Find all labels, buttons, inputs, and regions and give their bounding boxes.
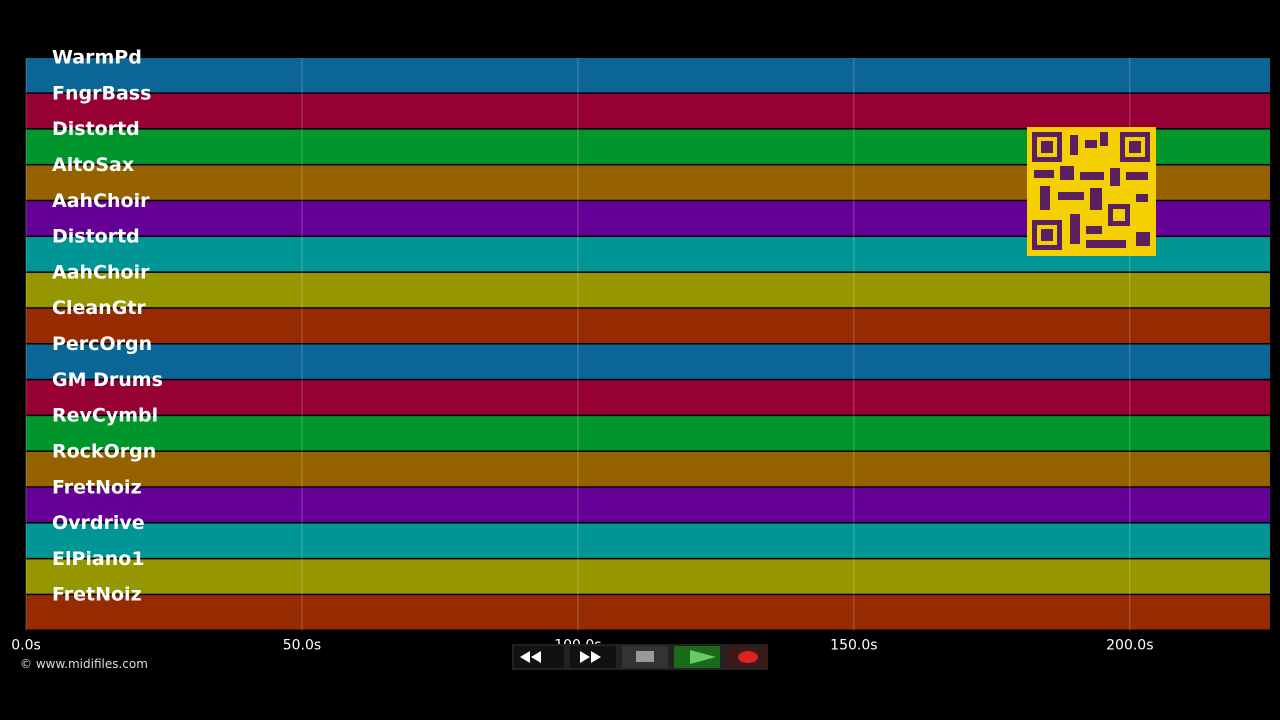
track-label: GM Drums	[52, 369, 163, 391]
track-label: Distortd	[52, 118, 140, 140]
x-tick-label: 200.0s	[1106, 638, 1153, 654]
stop-button[interactable]	[622, 646, 668, 668]
x-tick-label: 150.0s	[830, 638, 877, 654]
qr-code	[1027, 127, 1156, 256]
track-label: FretNoiz	[52, 476, 142, 498]
track-lane	[26, 380, 1270, 415]
track-label: FretNoiz	[52, 584, 142, 606]
track-lane	[26, 344, 1270, 379]
transport-controls	[512, 644, 768, 670]
track-label: ElPiano1	[52, 548, 145, 570]
track-lane	[26, 272, 1270, 308]
track-lane	[26, 58, 1270, 93]
track-label: WarmPd	[52, 47, 142, 69]
track-label: RevCymbl	[52, 405, 158, 427]
track-label: PercOrgn	[52, 333, 152, 355]
track-label: Distortd	[52, 226, 140, 248]
x-tick-label: 0.0s	[11, 638, 41, 654]
track-lane	[26, 416, 1270, 451]
track-lane	[26, 487, 1270, 523]
track-label: AahChoir	[52, 190, 150, 212]
track-lane	[26, 523, 1270, 558]
track-label: FngrBass	[52, 82, 151, 104]
track-lane	[26, 93, 1270, 129]
track-lane	[26, 451, 1270, 487]
track-label: Ovrdrive	[52, 512, 145, 534]
play-button[interactable]	[674, 646, 720, 668]
track-label: AahChoir	[52, 261, 150, 283]
labels: WarmPd FngrBass Distortd AltoSax AahChoir Dis…	[52, 47, 163, 606]
rewind-button[interactable]	[514, 646, 564, 668]
copyright: © www.midifiles.com	[20, 657, 148, 671]
track-label: CleanGtr	[52, 297, 146, 319]
record-button[interactable]	[726, 646, 768, 668]
track-label: RockOrgn	[52, 440, 156, 462]
track-lane	[26, 595, 1270, 630]
grid	[25, 58, 1131, 631]
x-tick-label: 50.0s	[283, 638, 321, 654]
track-label: AltoSax	[52, 154, 134, 176]
track-lane	[26, 308, 1270, 343]
fast-forward-button[interactable]	[570, 646, 616, 668]
track-lane	[26, 559, 1270, 594]
